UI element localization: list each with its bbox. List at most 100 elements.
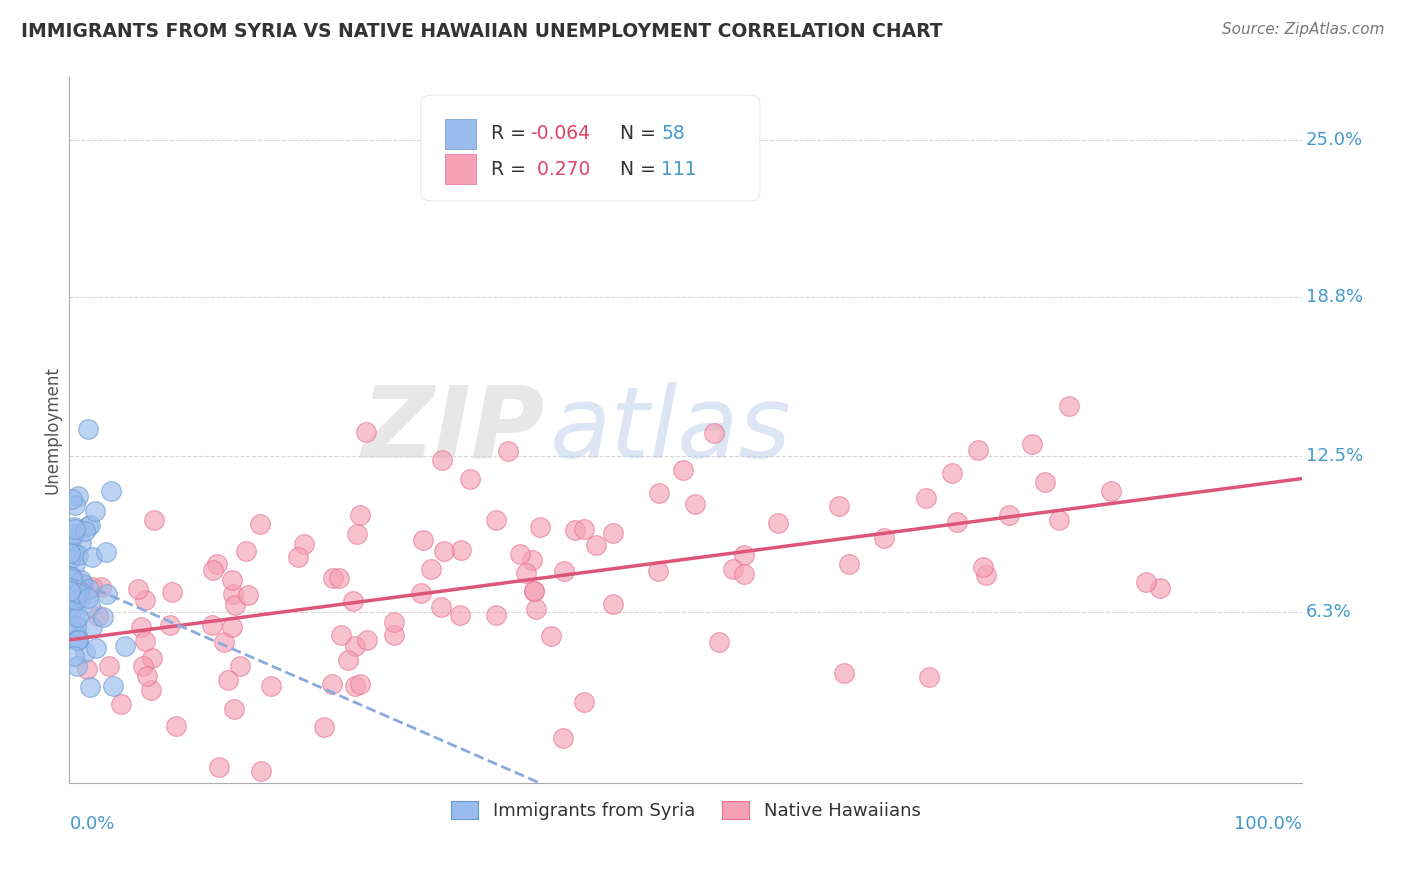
Point <box>236 589 259 603</box>
Point <box>432 453 454 467</box>
Text: Source: ZipAtlas.com: Source: ZipAtlas.com <box>1222 22 1385 37</box>
Point <box>217 673 239 687</box>
Point <box>1099 483 1122 498</box>
Point <box>63 546 86 560</box>
Point <box>564 523 586 537</box>
Point <box>141 651 163 665</box>
Point <box>84 640 107 655</box>
Point <box>143 512 166 526</box>
Point <box>76 422 98 436</box>
Text: 18.8%: 18.8% <box>1306 288 1362 306</box>
Point <box>733 548 755 562</box>
Point <box>66 489 89 503</box>
Text: 12.5%: 12.5% <box>1306 447 1364 465</box>
Point <box>430 600 453 615</box>
Point <box>553 564 575 578</box>
Point <box>65 589 87 603</box>
Point <box>450 542 472 557</box>
Point <box>100 484 122 499</box>
Point <box>66 586 89 600</box>
Point <box>65 557 87 571</box>
Point <box>98 659 121 673</box>
Point <box>409 586 432 600</box>
Point <box>382 615 405 629</box>
Point <box>287 550 309 565</box>
Point <box>60 570 83 584</box>
Point <box>1135 575 1157 590</box>
Text: ZIP: ZIP <box>361 382 544 479</box>
Point <box>201 563 224 577</box>
Point <box>496 443 519 458</box>
Point <box>63 588 86 602</box>
Point <box>832 666 855 681</box>
Point <box>127 582 149 597</box>
Point <box>342 594 364 608</box>
Point <box>915 491 938 505</box>
Point <box>572 694 595 708</box>
Point <box>1149 581 1171 595</box>
Point <box>433 544 456 558</box>
Point <box>314 719 336 733</box>
Point <box>520 553 543 567</box>
Point <box>86 609 108 624</box>
Point <box>63 522 86 536</box>
Point <box>672 463 695 477</box>
Text: N =: N = <box>609 160 662 178</box>
FancyBboxPatch shape <box>420 95 759 201</box>
Point <box>73 524 96 538</box>
Text: 0.0%: 0.0% <box>69 815 115 833</box>
Point <box>1033 475 1056 490</box>
Point <box>449 608 471 623</box>
Point <box>59 584 82 599</box>
Point <box>485 513 508 527</box>
Point <box>131 658 153 673</box>
Point <box>62 649 84 664</box>
Point <box>224 598 246 612</box>
Point <box>419 562 441 576</box>
Point <box>707 634 730 648</box>
Point <box>67 632 90 647</box>
Point <box>941 467 963 481</box>
Point <box>201 617 224 632</box>
Point <box>63 527 86 541</box>
Point <box>79 599 101 614</box>
Point <box>221 574 243 588</box>
Point <box>59 604 82 618</box>
Point <box>63 592 86 607</box>
Point <box>59 599 82 613</box>
Point <box>1021 436 1043 450</box>
Point <box>63 611 86 625</box>
Text: R =: R = <box>491 160 531 178</box>
Point <box>572 522 595 536</box>
Point <box>222 702 245 716</box>
Point <box>59 546 82 560</box>
Point <box>235 544 257 558</box>
Point <box>67 549 90 563</box>
Point <box>585 538 607 552</box>
Point <box>80 550 103 565</box>
Point <box>129 620 152 634</box>
Point <box>733 566 755 581</box>
Bar <box>446 120 477 149</box>
Text: IMMIGRANTS FROM SYRIA VS NATIVE HAWAIIAN UNEMPLOYMENT CORRELATION CHART: IMMIGRANTS FROM SYRIA VS NATIVE HAWAIIAN… <box>21 22 942 41</box>
Point <box>60 531 83 545</box>
Point <box>79 680 101 694</box>
Point <box>114 639 136 653</box>
Point <box>260 679 283 693</box>
Text: 58: 58 <box>661 124 685 144</box>
Y-axis label: Unemployment: Unemployment <box>44 367 60 494</box>
Point <box>79 517 101 532</box>
Point <box>343 679 366 693</box>
Text: 25.0%: 25.0% <box>1306 131 1364 150</box>
Point <box>250 764 273 778</box>
Point <box>249 517 271 532</box>
Point <box>101 679 124 693</box>
Point <box>229 658 252 673</box>
Point <box>96 545 118 559</box>
Point <box>322 570 344 584</box>
Point <box>72 576 94 591</box>
Point <box>1047 513 1070 527</box>
Point <box>328 571 350 585</box>
Point <box>65 619 87 633</box>
Point <box>70 590 93 604</box>
